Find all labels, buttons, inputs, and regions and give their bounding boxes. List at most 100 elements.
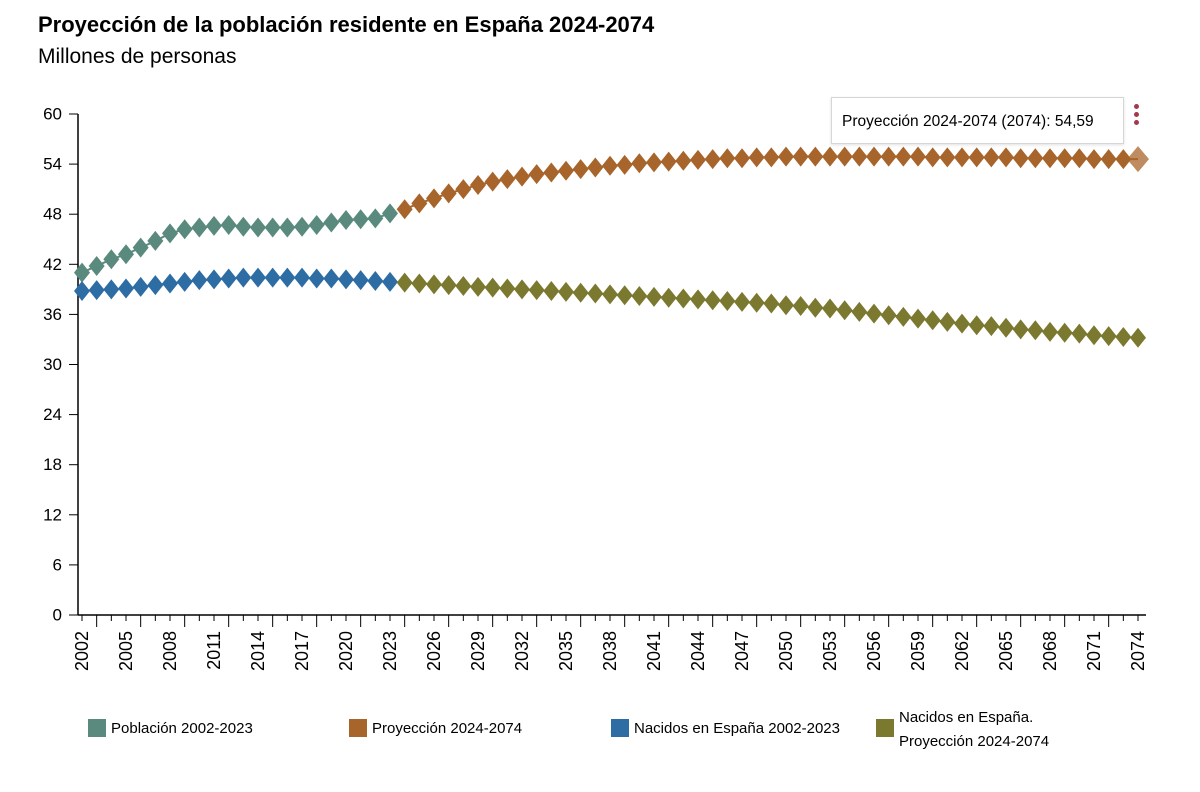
data-point[interactable] [235,216,252,237]
data-point[interactable] [1115,149,1132,170]
data-point[interactable] [851,146,868,167]
data-point[interactable] [1042,148,1058,169]
data-point[interactable] [250,217,266,238]
data-point[interactable] [264,267,281,288]
data-point[interactable] [572,282,589,303]
data-point[interactable] [968,315,985,336]
data-point[interactable] [792,146,809,167]
data-point[interactable] [352,270,369,291]
data-point[interactable] [704,149,721,170]
legend-swatch[interactable] [876,719,894,737]
data-point[interactable] [866,303,882,324]
data-point[interactable] [382,271,398,292]
data-point[interactable] [440,183,457,204]
data-point[interactable] [558,281,574,302]
data-point[interactable] [1027,148,1044,169]
data-point[interactable] [411,273,428,294]
data-point[interactable] [308,215,325,236]
data-point[interactable] [206,215,222,236]
data-point[interactable] [675,150,692,171]
data-point[interactable] [455,179,472,200]
data-point[interactable] [587,157,604,178]
data-point[interactable] [132,237,149,258]
data-point[interactable] [616,154,633,175]
data-point[interactable] [851,301,868,322]
data-point[interactable] [719,148,736,169]
data-point[interactable] [470,276,486,297]
data-point[interactable] [367,208,384,229]
data-point[interactable] [191,217,208,238]
data-point[interactable] [103,279,120,300]
data-point[interactable] [983,316,1000,337]
data-point[interactable] [176,271,193,292]
data-point[interactable] [382,203,398,224]
data-point[interactable] [1071,148,1088,169]
data-point[interactable] [704,290,721,311]
data-point[interactable] [1071,323,1088,344]
data-point[interactable] [484,277,501,298]
data-point[interactable] [807,146,824,167]
data-point[interactable] [88,255,105,276]
data-point[interactable] [88,280,105,301]
data-point[interactable] [396,199,413,220]
data-point[interactable] [616,285,633,306]
data-point[interactable] [118,244,134,265]
legend-swatch[interactable] [88,719,106,737]
data-point[interactable] [294,267,310,288]
data-point[interactable] [1056,322,1073,343]
data-point[interactable] [308,268,325,289]
data-point[interactable] [543,281,560,302]
data-point[interactable] [1012,148,1029,169]
data-point[interactable] [1027,320,1044,341]
data-point[interactable] [1086,149,1102,170]
data-point[interactable] [426,274,442,295]
data-point[interactable] [338,269,354,290]
data-point[interactable] [1130,327,1146,348]
data-point[interactable] [646,152,662,173]
data-point[interactable] [822,146,838,167]
data-point[interactable] [660,151,677,172]
data-point[interactable] [294,216,310,237]
data-point[interactable] [118,278,134,299]
legend-swatch[interactable] [349,719,367,737]
data-point[interactable] [631,153,648,174]
data-point[interactable] [440,275,457,296]
data-point[interactable] [558,160,574,181]
data-point[interactable] [470,174,486,195]
menu-dots-icon[interactable] [1129,104,1143,130]
data-point[interactable] [602,155,618,176]
data-point[interactable] [954,147,970,168]
data-point[interactable] [895,306,912,327]
data-point[interactable] [954,313,970,334]
data-point[interactable] [939,147,956,168]
data-point[interactable] [74,281,90,302]
legend-label[interactable]: Proyección 2024-2074 [372,720,522,737]
data-point[interactable] [983,147,1000,168]
data-point[interactable] [1012,319,1029,340]
data-point[interactable] [396,272,413,293]
data-point[interactable] [734,148,750,169]
data-point[interactable] [279,267,296,288]
data-point[interactable] [968,147,985,168]
data-point[interactable] [792,296,809,317]
data-point[interactable] [778,295,794,316]
data-point[interactable] [748,292,765,313]
data-point[interactable] [411,193,428,214]
data-point[interactable] [690,149,706,170]
data-point[interactable] [572,159,589,180]
data-point[interactable] [719,291,736,312]
data-point[interactable] [162,273,178,294]
legend-label[interactable]: Nacidos en España. Proyección 2024-2074 [899,709,1049,750]
data-point[interactable] [455,276,472,297]
data-point[interactable] [631,286,648,307]
data-point[interactable] [939,311,956,332]
data-point[interactable] [264,217,281,238]
data-point[interactable] [734,291,750,312]
data-point[interactable] [323,212,340,233]
data-point[interactable] [528,280,545,301]
data-point[interactable] [1115,326,1132,347]
data-point[interactable] [998,317,1014,338]
data-point[interactable] [924,310,941,331]
data-point[interactable] [822,298,838,319]
data-point[interactable] [836,300,853,321]
